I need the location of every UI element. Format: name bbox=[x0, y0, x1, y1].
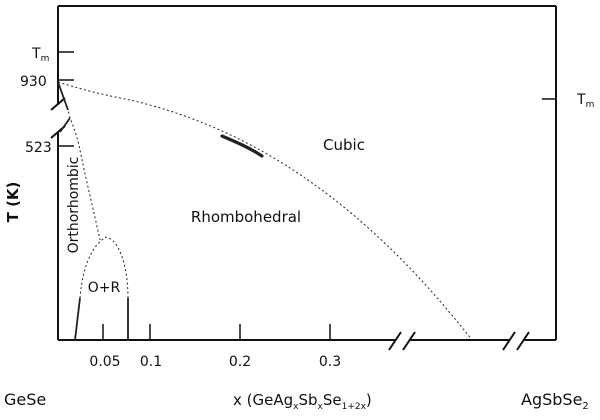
right-endpoint-label: AgSbSe2 bbox=[521, 390, 589, 412]
region-cubic-label: Cubic bbox=[323, 136, 365, 154]
left-endpoint-label: GeSe bbox=[4, 390, 46, 409]
region-orthorhombic-label: Orthorhombic bbox=[66, 157, 82, 254]
x-tick-label-005: 0.05 bbox=[89, 354, 120, 370]
y-tick-label-930: 930 bbox=[20, 74, 47, 90]
dome-left-solid bbox=[74, 297, 81, 341]
y-tick-label-tm: Tm bbox=[31, 46, 49, 64]
x-tick-label-03: 0.3 bbox=[319, 354, 341, 370]
region-o-plus-r-label: O+R bbox=[88, 280, 121, 296]
region-rhombohedral-label: Rhombohedral bbox=[191, 208, 301, 226]
ortho-boundary-solid-break bbox=[59, 117, 71, 133]
y-tick-label-523: 523 bbox=[25, 140, 52, 156]
right-tm-label: Tm bbox=[576, 92, 594, 110]
measured-transition-segment bbox=[220, 134, 264, 158]
x-tick-marks bbox=[102, 324, 331, 340]
y-axis-label: T (K) bbox=[4, 182, 22, 223]
x-break-mark-2 bbox=[402, 331, 416, 351]
ortho-boundary-solid-top bbox=[57, 81, 69, 111]
x-tick-label-02: 0.2 bbox=[229, 354, 251, 370]
x-break-mark-3 bbox=[502, 331, 516, 351]
orthorhombic-rhombohedral-boundary bbox=[57, 81, 101, 241]
y-tick-marks bbox=[58, 51, 556, 147]
x-axis-label: x (GeAgxSbxSe1+2x) bbox=[233, 391, 372, 412]
y-break-mark-1 bbox=[50, 97, 66, 111]
phase-boundaries bbox=[57, 81, 473, 341]
x-break-mark-1 bbox=[388, 331, 402, 351]
two-phase-dome bbox=[79, 236, 129, 299]
x-tick-label-01: 0.1 bbox=[140, 354, 162, 370]
plot-frame bbox=[57, 5, 557, 341]
x-break-mark-4 bbox=[516, 331, 530, 351]
